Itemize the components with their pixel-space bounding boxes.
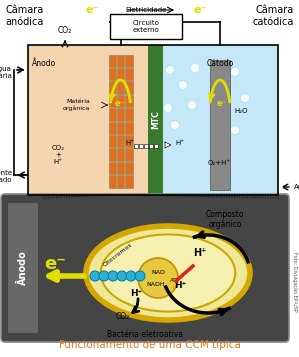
Bar	[210, 60, 230, 190]
Text: NAD: NAD	[151, 271, 165, 276]
Circle shape	[213, 111, 222, 120]
Text: CO₂
+
H⁺: CO₂ + H⁺	[51, 145, 65, 165]
Bar	[109, 175, 116, 187]
Text: e⁻: e⁻	[217, 99, 227, 107]
Text: ATP: ATP	[170, 278, 180, 283]
Text: Ar: Ar	[294, 184, 299, 190]
Bar	[125, 162, 132, 174]
Text: CO₂: CO₂	[116, 312, 130, 321]
Bar	[8, 203, 38, 333]
Bar	[134, 144, 138, 148]
Circle shape	[138, 258, 178, 298]
Bar	[125, 55, 132, 67]
Bar	[117, 95, 124, 107]
Circle shape	[135, 271, 145, 281]
Text: Composto
orgânico: Composto orgânico	[206, 210, 244, 230]
Bar	[109, 135, 116, 147]
Text: Circuito
externo: Circuito externo	[132, 20, 159, 33]
FancyBboxPatch shape	[1, 194, 289, 342]
Bar	[117, 148, 124, 161]
Text: H⁺: H⁺	[193, 248, 207, 258]
Bar	[117, 121, 124, 134]
Text: Foto: Divulgação EP-USP: Foto: Divulgação EP-USP	[292, 252, 297, 312]
Text: H⁺: H⁺	[175, 140, 184, 146]
Circle shape	[166, 65, 175, 75]
Text: CO₂: CO₂	[58, 26, 72, 35]
Bar	[28, 45, 148, 195]
Bar	[149, 144, 153, 148]
Bar	[109, 162, 116, 174]
Circle shape	[240, 94, 249, 102]
Text: e⁻: e⁻	[44, 255, 66, 273]
Text: Bactéria eletroativa: Bactéria eletroativa	[107, 330, 183, 339]
Bar	[109, 68, 116, 80]
Circle shape	[179, 80, 187, 90]
Circle shape	[216, 85, 225, 95]
Text: Água
residuária: Água residuária	[0, 65, 12, 80]
Bar	[117, 55, 124, 67]
Text: H⁺: H⁺	[130, 289, 142, 298]
Bar	[117, 81, 124, 94]
Circle shape	[164, 104, 173, 112]
Bar	[125, 68, 132, 80]
Circle shape	[117, 271, 127, 281]
Bar	[109, 148, 116, 161]
Bar	[125, 95, 132, 107]
Bar	[117, 162, 124, 174]
Text: Ânodo: Ânodo	[32, 59, 56, 68]
Text: Eletricidade: Eletricidade	[125, 7, 167, 13]
Bar	[28, 45, 278, 195]
Bar	[125, 121, 132, 134]
Circle shape	[231, 67, 239, 76]
Polygon shape	[165, 142, 171, 148]
Text: O₂+H⁺: O₂+H⁺	[208, 160, 231, 166]
Circle shape	[170, 121, 179, 130]
Text: e⁻: e⁻	[85, 5, 99, 15]
Bar	[109, 81, 116, 94]
Bar	[154, 144, 158, 148]
Circle shape	[231, 126, 239, 135]
Bar	[109, 95, 116, 107]
Circle shape	[187, 101, 196, 110]
Circle shape	[126, 271, 136, 281]
Text: e⁻: e⁻	[115, 99, 125, 107]
Text: Funcionamento de uma CCM típica: Funcionamento de uma CCM típica	[59, 340, 241, 350]
Bar	[125, 108, 132, 121]
Bar	[144, 144, 148, 148]
Bar	[109, 108, 116, 121]
Bar	[163, 45, 278, 195]
Ellipse shape	[101, 235, 235, 312]
Bar	[110, 14, 182, 39]
Text: Câmara
catódica: Câmara catódica	[253, 5, 294, 27]
Text: NADH: NADH	[147, 282, 165, 287]
Text: Câmara
anódica: Câmara anódica	[5, 5, 43, 27]
Text: Citocromos: Citocromos	[103, 242, 134, 268]
Text: H⁺: H⁺	[126, 140, 135, 146]
Circle shape	[190, 64, 199, 72]
Bar	[148, 45, 163, 195]
Text: Cátodo: Cátodo	[206, 59, 234, 68]
Bar	[109, 121, 116, 134]
Text: H⁺: H⁺	[174, 281, 186, 290]
Bar	[117, 175, 124, 187]
Text: Efluente
tratado: Efluente tratado	[0, 170, 12, 183]
Bar	[125, 135, 132, 147]
Bar	[139, 144, 143, 148]
Circle shape	[99, 271, 109, 281]
Text: Ânodo: Ânodo	[18, 251, 28, 285]
Bar	[125, 175, 132, 187]
Circle shape	[90, 271, 100, 281]
Text: e⁻: e⁻	[193, 5, 207, 15]
Bar	[125, 81, 132, 94]
Bar	[117, 108, 124, 121]
Text: Matéria
orgânica: Matéria orgânica	[62, 99, 90, 111]
Ellipse shape	[86, 226, 250, 320]
Text: MTC: MTC	[151, 111, 160, 129]
Bar	[117, 135, 124, 147]
Bar	[125, 148, 132, 161]
Bar	[109, 55, 116, 67]
Text: H₂O: H₂O	[234, 108, 248, 114]
Circle shape	[108, 271, 118, 281]
Bar	[117, 68, 124, 80]
